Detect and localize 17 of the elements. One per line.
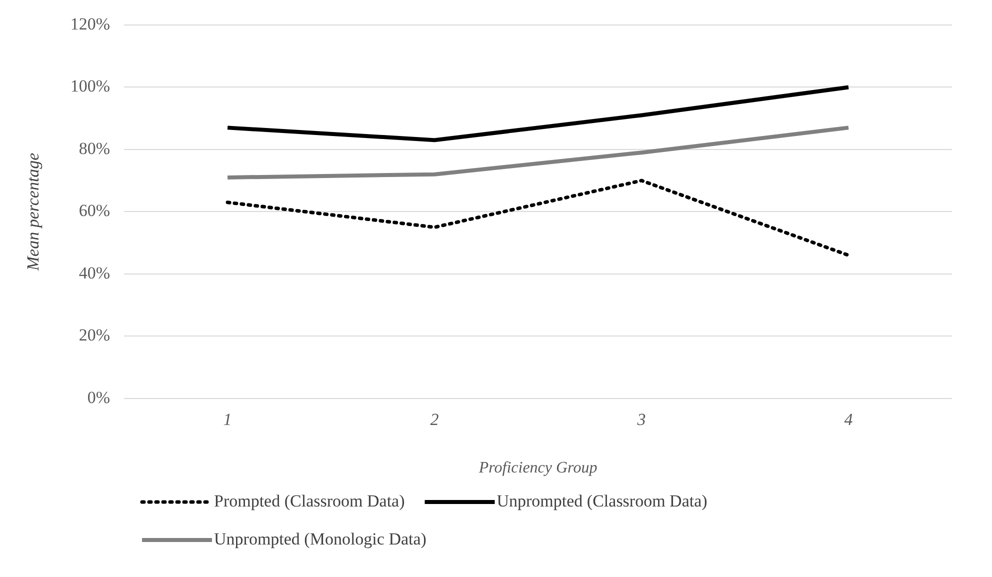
y-tick-label: 120% <box>70 14 110 34</box>
x-axis-title: Proficiency Group <box>478 460 598 477</box>
y-tick-label: 0% <box>87 388 110 407</box>
legend-label: Unprompted (Classroom Data) <box>496 491 708 510</box>
legend-label: Unprompted (Monologic Data) <box>214 529 426 548</box>
x-tick-label: 4 <box>844 410 854 430</box>
x-tick-label: 3 <box>636 410 646 430</box>
y-tick-label: 60% <box>78 201 110 220</box>
y-tick-label: 20% <box>78 326 110 345</box>
line-series <box>226 178 850 258</box>
y-tick-label: 100% <box>70 76 110 96</box>
x-tick-label: 2 <box>430 410 440 430</box>
y-axis-title: Mean percentage <box>24 152 43 272</box>
legend-label: Prompted (Classroom Data) <box>214 491 405 510</box>
y-tick-label: 40% <box>78 263 110 282</box>
y-tick-label: 80% <box>78 138 110 158</box>
x-tick-label: 1 <box>223 410 232 430</box>
